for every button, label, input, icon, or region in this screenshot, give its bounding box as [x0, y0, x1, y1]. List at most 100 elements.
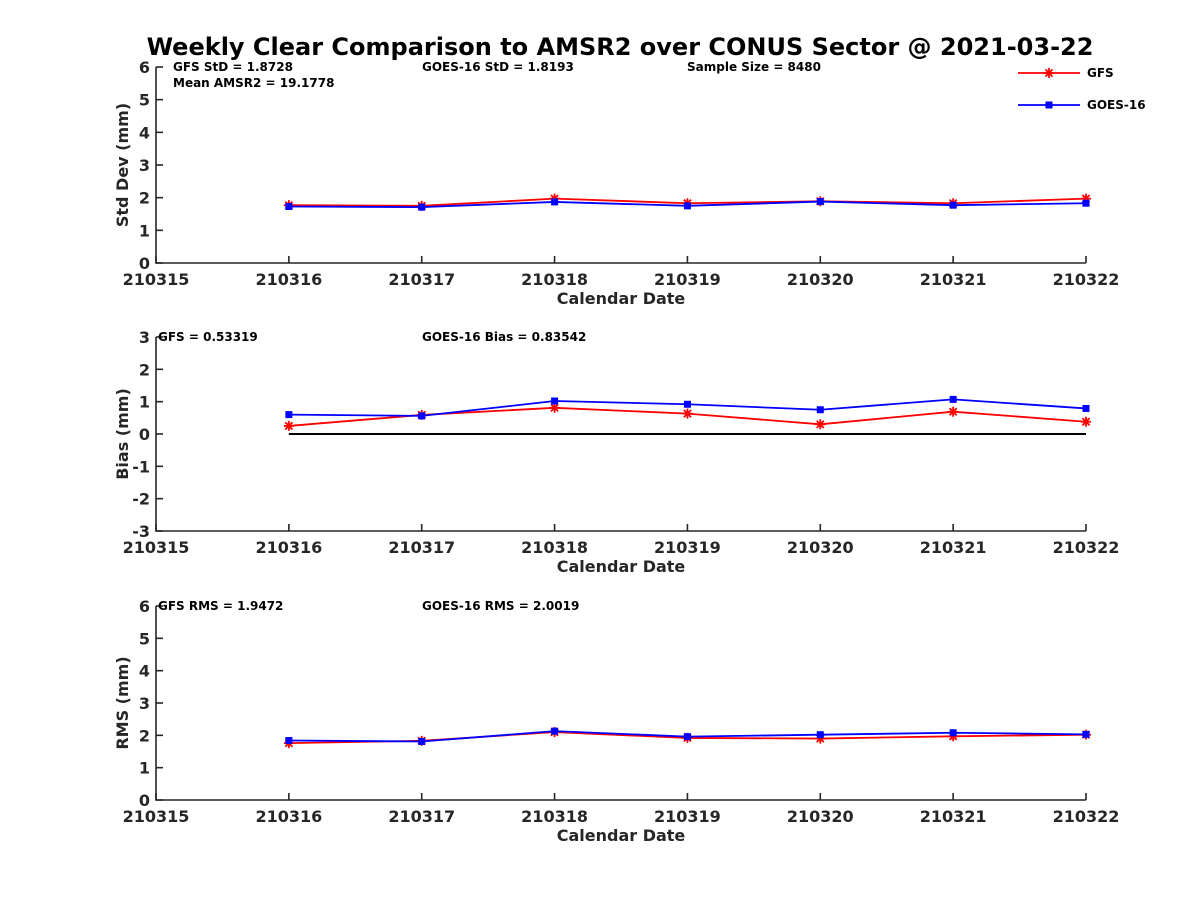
- x-tick-label: 210317: [388, 538, 455, 557]
- data-point: [948, 406, 959, 417]
- data-point: [683, 733, 691, 741]
- data-point: [285, 411, 293, 419]
- stat-annotation: GFS StD = 1.8728: [173, 60, 293, 74]
- data-point: [816, 731, 824, 739]
- data-point: [683, 400, 691, 408]
- x-axis-label: Calendar Date: [557, 557, 686, 576]
- y-tick-label: 4: [139, 123, 150, 142]
- y-axis-label: Std Dev (mm): [113, 103, 132, 227]
- data-point: [1082, 199, 1090, 207]
- y-tick-label: 0: [139, 425, 150, 444]
- legend-label: GFS: [1087, 66, 1114, 80]
- x-tick-label: 210318: [521, 538, 588, 557]
- y-tick-label: 6: [139, 597, 150, 616]
- y-tick-label: 2: [139, 360, 150, 379]
- data-point: [285, 737, 293, 745]
- y-tick-label: 3: [139, 156, 150, 175]
- data-point: [549, 402, 560, 413]
- x-tick-label: 210320: [787, 807, 854, 826]
- legend-entry-goes-16: GOES-16: [1018, 98, 1146, 112]
- x-tick-label: 210321: [920, 538, 987, 557]
- x-tick-label: 210321: [920, 270, 987, 289]
- data-point: [949, 201, 957, 209]
- x-tick-label: 210315: [123, 538, 190, 557]
- legend: GFS GOES-16: [1018, 66, 1146, 112]
- x-tick-label: 210317: [388, 270, 455, 289]
- y-tick-label: 1: [139, 759, 150, 778]
- x-tick-label: 210318: [521, 807, 588, 826]
- y-axis-label: RMS (mm): [113, 656, 132, 749]
- stat-annotation: GFS = 0.53319: [158, 330, 258, 344]
- stat-annotation: GFS RMS = 1.9472: [158, 599, 283, 613]
- stat-annotation: GOES-16 RMS = 2.0019: [422, 599, 579, 613]
- y-tick-label: 3: [139, 694, 150, 713]
- data-point: [1082, 730, 1090, 738]
- series-goes-16: [285, 395, 1090, 420]
- x-tick-label: 210316: [255, 538, 322, 557]
- x-tick-label: 210322: [1053, 807, 1120, 826]
- x-tick-label: 210317: [388, 807, 455, 826]
- data-point: [683, 202, 691, 210]
- x-tick-label: 210319: [654, 270, 721, 289]
- x-tick-label: 210320: [787, 270, 854, 289]
- data-point: [551, 397, 559, 405]
- data-point: [948, 731, 959, 742]
- y-tick-label: 1: [139, 221, 150, 240]
- data-point: [815, 733, 826, 744]
- data-point: [682, 408, 693, 419]
- series-goes-16: [285, 198, 1090, 211]
- data-point: [418, 737, 426, 745]
- x-tick-label: 210315: [123, 807, 190, 826]
- legend-marker: [1044, 68, 1054, 78]
- x-tick-label: 210321: [920, 807, 987, 826]
- y-tick-label: 0: [139, 254, 150, 273]
- y-tick-label: 6: [139, 58, 150, 77]
- stat-annotation: GOES-16 StD = 1.8193: [422, 60, 574, 74]
- legend-marker: [1045, 101, 1053, 109]
- y-tick-label: 2: [139, 189, 150, 208]
- x-tick-label: 210319: [654, 807, 721, 826]
- data-point: [418, 412, 426, 420]
- y-tick-label: 0: [139, 791, 150, 810]
- y-tick-label: 1: [139, 393, 150, 412]
- y-tick-label: -2: [132, 490, 150, 509]
- data-point: [816, 198, 824, 206]
- legend-entry-gfs: GFS: [1018, 66, 1114, 80]
- y-tick-label: 5: [139, 91, 150, 110]
- y-tick-label: -3: [132, 522, 150, 541]
- x-axis-label: Calendar Date: [557, 289, 686, 308]
- x-tick-label: 210318: [521, 270, 588, 289]
- x-tick-label: 210315: [123, 270, 190, 289]
- figure-title: Weekly Clear Comparison to AMSR2 over CO…: [147, 33, 1094, 61]
- x-tick-label: 210316: [255, 270, 322, 289]
- stat-annotation: GOES-16 Bias = 0.83542: [422, 330, 586, 344]
- stat-annotation: Sample Size = 8480: [687, 60, 821, 74]
- stat-annotation: Mean AMSR2 = 19.1778: [173, 76, 334, 90]
- data-point: [815, 419, 826, 430]
- axis-lines: [155, 606, 1086, 801]
- y-tick-label: -1: [132, 457, 150, 476]
- data-point: [1081, 416, 1091, 427]
- data-point: [551, 198, 559, 206]
- legend-label: GOES-16: [1087, 98, 1146, 112]
- x-tick-label: 210322: [1053, 270, 1120, 289]
- y-tick-label: 3: [139, 328, 150, 347]
- data-point: [1082, 404, 1090, 412]
- chart-panel-3: 0 1 2 3 4 5 6 210315 210316 210317 210318 210319 210…: [113, 597, 1119, 845]
- x-tick-label: 210319: [654, 538, 721, 557]
- axis-lines: [155, 67, 1086, 264]
- data-point: [418, 203, 426, 211]
- chart-panel-2: -3 -2 -1 0 1 2 3 210315 210316 210317 210318 210319…: [113, 328, 1119, 576]
- data-point: [551, 727, 559, 735]
- y-axis-label: Bias (mm): [113, 388, 132, 480]
- data-point: [285, 202, 293, 210]
- series-goes-16: [285, 727, 1090, 745]
- x-axis-label: Calendar Date: [557, 826, 686, 845]
- data-point: [949, 395, 957, 403]
- chart-panel-1: 0 1 2 3 4 5 6 210315 210316 210317 210318 210319 210…: [113, 58, 1119, 308]
- data-point: [283, 420, 294, 431]
- y-tick-label: 2: [139, 726, 150, 745]
- x-tick-label: 210320: [787, 538, 854, 557]
